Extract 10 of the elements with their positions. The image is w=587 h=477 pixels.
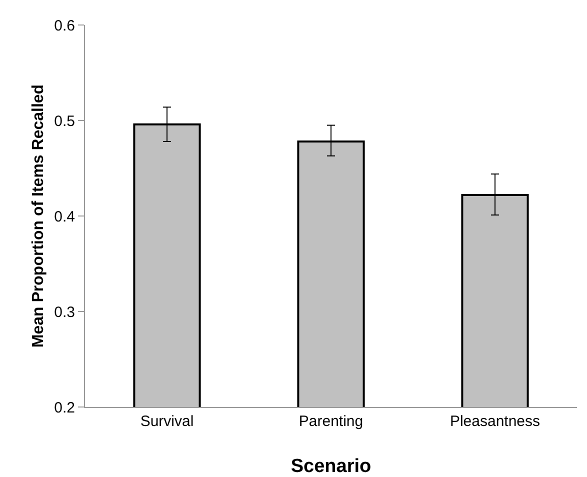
x-tick-label: Survival — [140, 413, 194, 430]
x-tick-label: Parenting — [298, 413, 364, 430]
x-tick-label: Pleasantness — [450, 413, 540, 430]
y-tick-label: 0.6 — [54, 17, 75, 34]
y-axis-title: Mean Proportion of Items Recalled — [30, 84, 47, 348]
y-tick-label: 0.4 — [54, 208, 75, 226]
y-tick-label: 0.3 — [54, 304, 75, 321]
y-tick-label: 0.2 — [54, 399, 75, 416]
y-tick-label: 0.5 — [54, 112, 75, 130]
x-axis-title: Scenario — [290, 456, 372, 477]
